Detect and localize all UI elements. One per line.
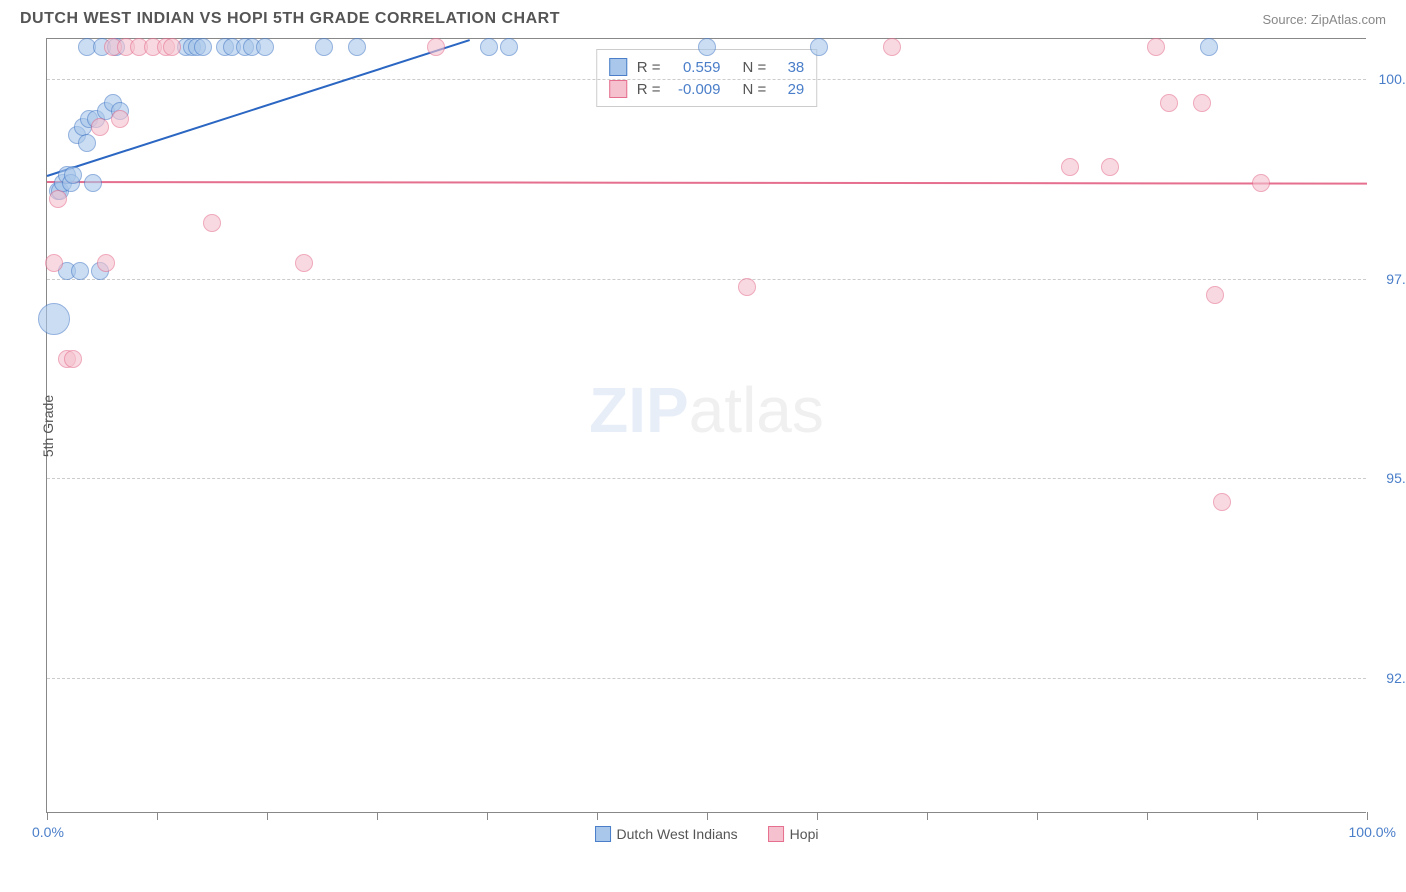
x-tick — [1037, 812, 1038, 820]
legend-label: Dutch West Indians — [617, 826, 738, 842]
x-axis-min-label: 0.0% — [32, 824, 64, 840]
x-tick — [157, 812, 158, 820]
data-point-hopi — [163, 38, 181, 56]
y-axis-label: 5th Grade — [40, 394, 56, 456]
stats-swatch-dutch — [609, 58, 627, 76]
x-tick — [817, 812, 818, 820]
data-point-dutch — [256, 38, 274, 56]
data-point-dutch — [84, 174, 102, 192]
x-tick — [707, 812, 708, 820]
x-tick — [47, 812, 48, 820]
data-point-hopi — [91, 118, 109, 136]
watermark-part1: ZIP — [589, 374, 689, 446]
gridline — [47, 478, 1366, 479]
data-point-hopi — [45, 254, 63, 272]
data-point-hopi — [97, 254, 115, 272]
x-tick — [487, 812, 488, 820]
legend-swatch-hopi — [768, 826, 784, 842]
stats-n-value: 29 — [776, 81, 804, 98]
legend-swatch-dutch — [595, 826, 611, 842]
data-point-dutch — [810, 38, 828, 56]
data-point-dutch — [348, 38, 366, 56]
stats-r-label: R = — [637, 81, 661, 98]
stats-r-label: R = — [637, 59, 661, 76]
chart-header: DUTCH WEST INDIAN VS HOPI 5TH GRADE CORR… — [0, 0, 1406, 33]
data-point-dutch — [1200, 38, 1218, 56]
legend-item-hopi: Hopi — [768, 826, 819, 842]
x-tick — [927, 812, 928, 820]
x-axis-max-label: 100.0% — [1349, 824, 1396, 840]
stats-n-label: N = — [743, 59, 767, 76]
x-tick — [1147, 812, 1148, 820]
data-point-hopi — [1101, 158, 1119, 176]
data-point-hopi — [1160, 94, 1178, 112]
x-tick — [377, 812, 378, 820]
gridline — [47, 79, 1366, 80]
x-tick — [267, 812, 268, 820]
y-tick-label: 100.0% — [1379, 71, 1406, 87]
data-point-hopi — [427, 38, 445, 56]
chart-title: DUTCH WEST INDIAN VS HOPI 5TH GRADE CORR… — [20, 10, 560, 28]
data-point-dutch — [194, 38, 212, 56]
data-point-hopi — [1206, 286, 1224, 304]
data-point-dutch — [698, 38, 716, 56]
data-point-hopi — [49, 190, 67, 208]
source-attribution: Source: ZipAtlas.com — [1262, 12, 1386, 27]
data-point-hopi — [1213, 493, 1231, 511]
stats-n-label: N = — [743, 81, 767, 98]
data-point-hopi — [1061, 158, 1079, 176]
stats-r-value: 0.559 — [671, 59, 721, 76]
x-tick — [1367, 812, 1368, 820]
legend-label: Hopi — [790, 826, 819, 842]
data-point-hopi — [1193, 94, 1211, 112]
scatter-chart: 5th Grade ZIPatlas R =0.559N =38R =-0.00… — [46, 38, 1366, 813]
data-point-hopi — [1147, 38, 1165, 56]
gridline — [47, 678, 1366, 679]
stats-row-dutch: R = 0.559 N = 38 — [609, 56, 805, 78]
watermark: ZIPatlas — [589, 373, 824, 447]
y-tick-label: 97.5% — [1386, 271, 1406, 287]
data-point-hopi — [64, 350, 82, 368]
data-point-hopi — [203, 214, 221, 232]
data-point-hopi — [738, 278, 756, 296]
y-tick-label: 95.0% — [1386, 470, 1406, 486]
stats-r-value: -0.009 — [671, 81, 721, 98]
stats-n-value: 38 — [776, 59, 804, 76]
data-point-hopi — [111, 110, 129, 128]
data-point-hopi — [883, 38, 901, 56]
gridline — [47, 279, 1366, 280]
data-point-dutch — [480, 38, 498, 56]
data-point-dutch — [38, 303, 70, 335]
data-point-hopi — [1252, 174, 1270, 192]
stats-row-hopi: R = -0.009 N = 29 — [609, 78, 805, 100]
bottom-legend: Dutch West Indians Hopi — [595, 826, 819, 842]
x-tick — [597, 812, 598, 820]
data-point-dutch — [64, 166, 82, 184]
data-point-dutch — [71, 262, 89, 280]
y-tick-label: 92.5% — [1386, 670, 1406, 686]
data-point-dutch — [500, 38, 518, 56]
x-tick — [1257, 812, 1258, 820]
data-point-dutch — [315, 38, 333, 56]
data-point-hopi — [295, 254, 313, 272]
trend-line-hopi — [47, 181, 1367, 185]
data-point-dutch — [78, 134, 96, 152]
watermark-part2: atlas — [689, 374, 824, 446]
legend-item-dutch: Dutch West Indians — [595, 826, 738, 842]
stats-swatch-hopi — [609, 80, 627, 98]
